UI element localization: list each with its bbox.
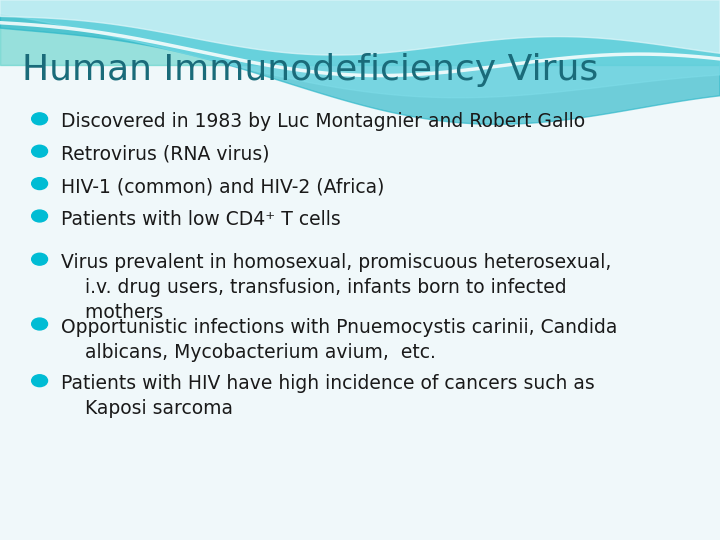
- Circle shape: [32, 253, 48, 265]
- Text: Patients with low CD4⁺ T cells: Patients with low CD4⁺ T cells: [61, 210, 341, 228]
- Circle shape: [32, 178, 48, 190]
- Circle shape: [32, 145, 48, 157]
- Text: Human Immunodeficiency Virus: Human Immunodeficiency Virus: [22, 53, 598, 87]
- Circle shape: [32, 210, 48, 222]
- Text: Discovered in 1983 by Luc Montagnier and Robert Gallo: Discovered in 1983 by Luc Montagnier and…: [61, 112, 585, 131]
- Text: Opportunistic infections with Pnuemocystis carinii, Candida
    albicans, Mycoba: Opportunistic infections with Pnuemocyst…: [61, 318, 618, 361]
- Text: Patients with HIV have high incidence of cancers such as
    Kaposi sarcoma: Patients with HIV have high incidence of…: [61, 374, 595, 418]
- Circle shape: [32, 375, 48, 387]
- Text: Retrovirus (RNA virus): Retrovirus (RNA virus): [61, 145, 270, 164]
- Circle shape: [32, 318, 48, 330]
- Text: Virus prevalent in homosexual, promiscuous heterosexual,
    i.v. drug users, tr: Virus prevalent in homosexual, promiscuo…: [61, 253, 611, 322]
- Text: HIV-1 (common) and HIV-2 (Africa): HIV-1 (common) and HIV-2 (Africa): [61, 177, 384, 196]
- Circle shape: [32, 113, 48, 125]
